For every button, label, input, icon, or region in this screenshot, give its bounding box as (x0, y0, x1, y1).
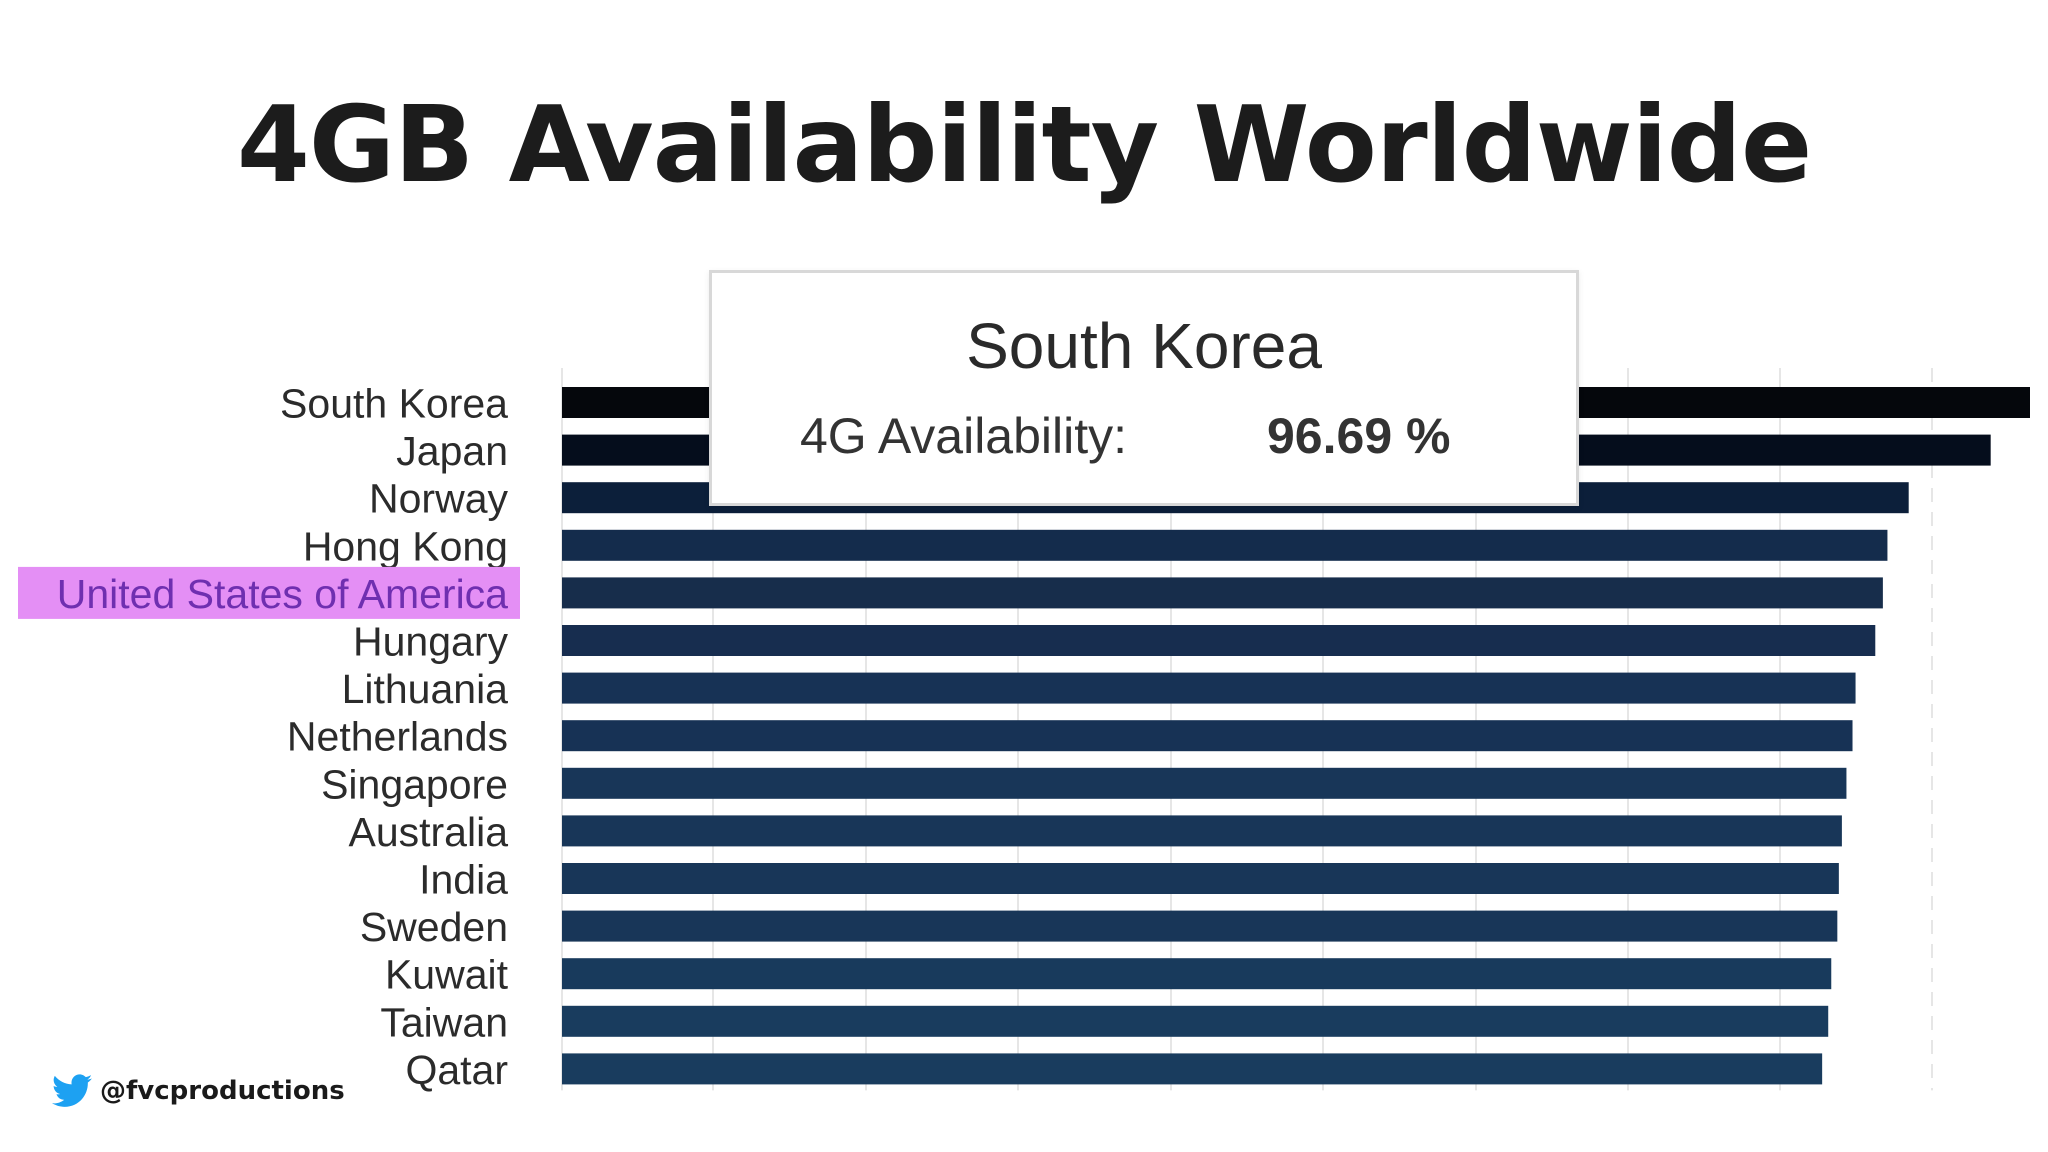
twitter-bird-icon (52, 1074, 92, 1107)
category-label: South Korea (280, 381, 508, 427)
bar[interactable] (562, 863, 1839, 894)
bar[interactable] (562, 815, 1842, 847)
category-label: Hong Kong (303, 523, 508, 569)
bar[interactable] (562, 577, 1883, 609)
bar[interactable] (562, 767, 1847, 799)
tooltip-country: South Korea (966, 310, 1322, 382)
category-label: Sweden (360, 904, 508, 950)
category-label: Taiwan (380, 999, 508, 1045)
tooltip-value: 96.69 % (1267, 408, 1451, 464)
category-label: Australia (348, 809, 508, 855)
category-label: Kuwait (385, 952, 509, 998)
category-label: Qatar (405, 1047, 508, 1093)
category-label: Japan (396, 428, 508, 474)
category-label: Norway (369, 476, 508, 522)
chart-tooltip: South Korea 4G Availability: 96.69 % (709, 270, 1579, 506)
highlight-box (18, 566, 520, 619)
bar[interactable] (562, 529, 1888, 561)
category-label: India (419, 857, 508, 903)
twitter-handle: @fvcproductions (100, 1076, 345, 1106)
slide-title: 4GB Availability Worldwide (236, 84, 1812, 206)
bar[interactable] (562, 910, 1838, 942)
category-label: Netherlands (287, 714, 508, 760)
category-label: Lithuania (342, 666, 509, 712)
bar[interactable] (562, 672, 1856, 704)
category-label: Hungary (353, 619, 508, 665)
category-label: United States of America (57, 571, 508, 617)
twitter-credit: @fvcproductions (52, 1074, 345, 1108)
bar[interactable] (562, 1005, 1829, 1037)
bar[interactable] (562, 1053, 1823, 1085)
bar[interactable] (562, 958, 1832, 990)
bar[interactable] (562, 625, 1876, 656)
category-label: Singapore (321, 761, 508, 807)
bar[interactable] (562, 720, 1853, 752)
tooltip-label: 4G Availability: (800, 408, 1128, 464)
